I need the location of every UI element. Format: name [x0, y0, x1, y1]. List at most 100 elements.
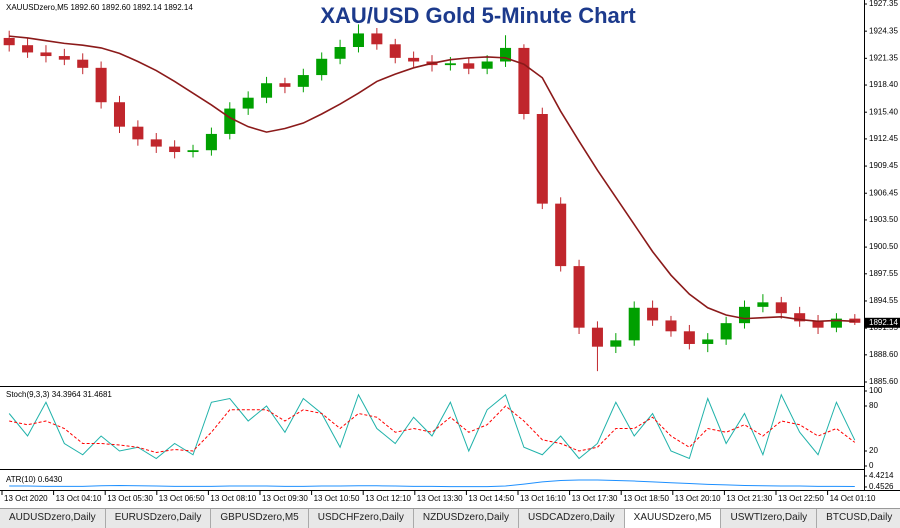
chart-tab[interactable]: NZDUSDzero,Daily: [414, 509, 519, 528]
chart-tab[interactable]: USDCHFzero,Daily: [309, 509, 414, 528]
candle-body: [481, 61, 493, 69]
chart: XAUUSDzero,M5 1892.60 1892.60 1892.14 18…: [0, 0, 900, 508]
y-tick-label: 20: [869, 446, 878, 455]
candle-body: [132, 126, 144, 140]
candle-body: [757, 302, 769, 307]
y-tick-label: 1924.35: [869, 26, 898, 35]
series-line: [9, 405, 856, 454]
candle-body: [775, 302, 787, 314]
candle-body: [187, 150, 199, 153]
candle-body: [58, 56, 70, 60]
chart-tab[interactable]: XAUUSDzero,M5: [624, 509, 722, 528]
x-tick-label: 13 Oct 13:30: [417, 494, 463, 503]
candle-body: [205, 133, 217, 151]
candle-body: [261, 83, 273, 98]
x-tick-label: 13 Oct 05:30: [107, 494, 153, 503]
y-tick-label: 4.4214: [869, 471, 894, 480]
candle-body: [536, 114, 548, 204]
x-tick-label: 13 Oct 2020: [4, 494, 48, 503]
candle-body: [279, 83, 291, 87]
candle-body: [352, 33, 364, 48]
y-tick-label: 1888.60: [869, 350, 898, 359]
candle-body: [665, 320, 677, 332]
chart-tab[interactable]: BTCUSD,Daily: [817, 509, 900, 528]
candle-body: [444, 63, 456, 66]
y-tick-label: 1912.45: [869, 134, 898, 143]
x-tick-label: 13 Oct 16:10: [520, 494, 566, 503]
candle-body: [720, 323, 732, 340]
x-tick-label: 13 Oct 09:30: [262, 494, 308, 503]
candle-body: [371, 33, 383, 45]
candle-body: [794, 313, 806, 322]
tab-bar: AUDUSDzero,Daily EURUSDzero,Daily GBPUSDze…: [0, 508, 900, 528]
x-tick-label: 13 Oct 20:10: [675, 494, 721, 503]
candle-body: [40, 52, 52, 57]
chart-tab[interactable]: GBPUSDzero,M5: [211, 509, 309, 528]
series-line: [9, 479, 855, 488]
y-tick-label: 1915.40: [869, 107, 898, 116]
chart-tab[interactable]: AUDUSDzero,Daily: [0, 509, 106, 528]
symbol-info: XAUUSDzero,M5 1892.60 1892.60 1892.14 18…: [6, 3, 193, 12]
series-line: [8, 393, 856, 460]
background: [0, 0, 900, 508]
current-price: 1892.14: [869, 318, 898, 327]
candle-body: [334, 47, 346, 59]
candle-body: [3, 37, 15, 46]
candle-body: [647, 307, 659, 321]
x-tick-label: 13 Oct 21:30: [726, 494, 772, 503]
candle-body: [169, 146, 181, 153]
y-tick-label: 1900.50: [869, 242, 898, 251]
indicator-label: Stoch(9,3,3) 34.3964 31.4681: [6, 390, 112, 399]
y-tick-label: 0.4526: [869, 482, 894, 491]
candle-body: [463, 63, 475, 69]
candle-body: [389, 44, 401, 58]
chart-title: XAU/USD Gold 5-Minute Chart: [320, 3, 636, 28]
candle-body: [408, 57, 420, 62]
y-tick-label: 1897.55: [869, 269, 898, 278]
candle-body: [150, 139, 162, 147]
candle-body: [812, 321, 824, 328]
candle-body: [702, 339, 714, 344]
y-tick-label: 100: [869, 386, 883, 395]
x-tick-label: 13 Oct 08:10: [210, 494, 256, 503]
y-tick-label: 1921.35: [869, 53, 898, 62]
y-tick-label: 0: [869, 461, 874, 470]
candle-body: [683, 331, 695, 344]
candle-body: [113, 102, 126, 127]
candle-body: [610, 340, 622, 347]
candle-body: [591, 327, 603, 347]
candle-body: [242, 97, 254, 109]
x-tick-label: 13 Oct 18:50: [623, 494, 669, 503]
candle-body: [830, 318, 842, 328]
price-tag: [864, 317, 900, 328]
candle-body: [628, 307, 640, 341]
candle-body: [316, 58, 328, 76]
candle-body: [297, 75, 309, 87]
y-tick-label: 1894.55: [869, 296, 898, 305]
x-tick-label: 13 Oct 10:50: [314, 494, 360, 503]
indicator-label: ATR(10) 0.6430: [6, 475, 63, 484]
candle-body: [555, 203, 567, 267]
candle-body: [224, 108, 236, 134]
candle-body: [500, 47, 512, 62]
x-tick-label: 13 Oct 04:10: [56, 494, 102, 503]
chart-tab[interactable]: USDCADzero,Daily: [519, 509, 625, 528]
x-tick-label: 14 Oct 01:10: [830, 494, 876, 503]
x-tick-label: 13 Oct 14:50: [468, 494, 514, 503]
y-tick-label: 1927.35: [869, 0, 898, 8]
chart-tab[interactable]: EURUSDzero,Daily: [106, 509, 212, 528]
candle-body: [573, 266, 585, 328]
y-tick-label: 1909.45: [869, 161, 898, 170]
candle-body: [738, 306, 751, 324]
candle-body: [95, 67, 107, 103]
series-line: [9, 35, 855, 323]
y-tick-label: 1885.60: [869, 377, 898, 386]
candle-body: [77, 59, 89, 68]
candle-body: [518, 47, 530, 115]
candle-body: [22, 45, 34, 53]
x-tick-label: 13 Oct 06:50: [159, 494, 205, 503]
y-tick-label: 80: [869, 401, 878, 410]
y-tick-label: 1918.40: [869, 80, 898, 89]
chart-tab[interactable]: USWTIzero,Daily: [721, 509, 818, 528]
